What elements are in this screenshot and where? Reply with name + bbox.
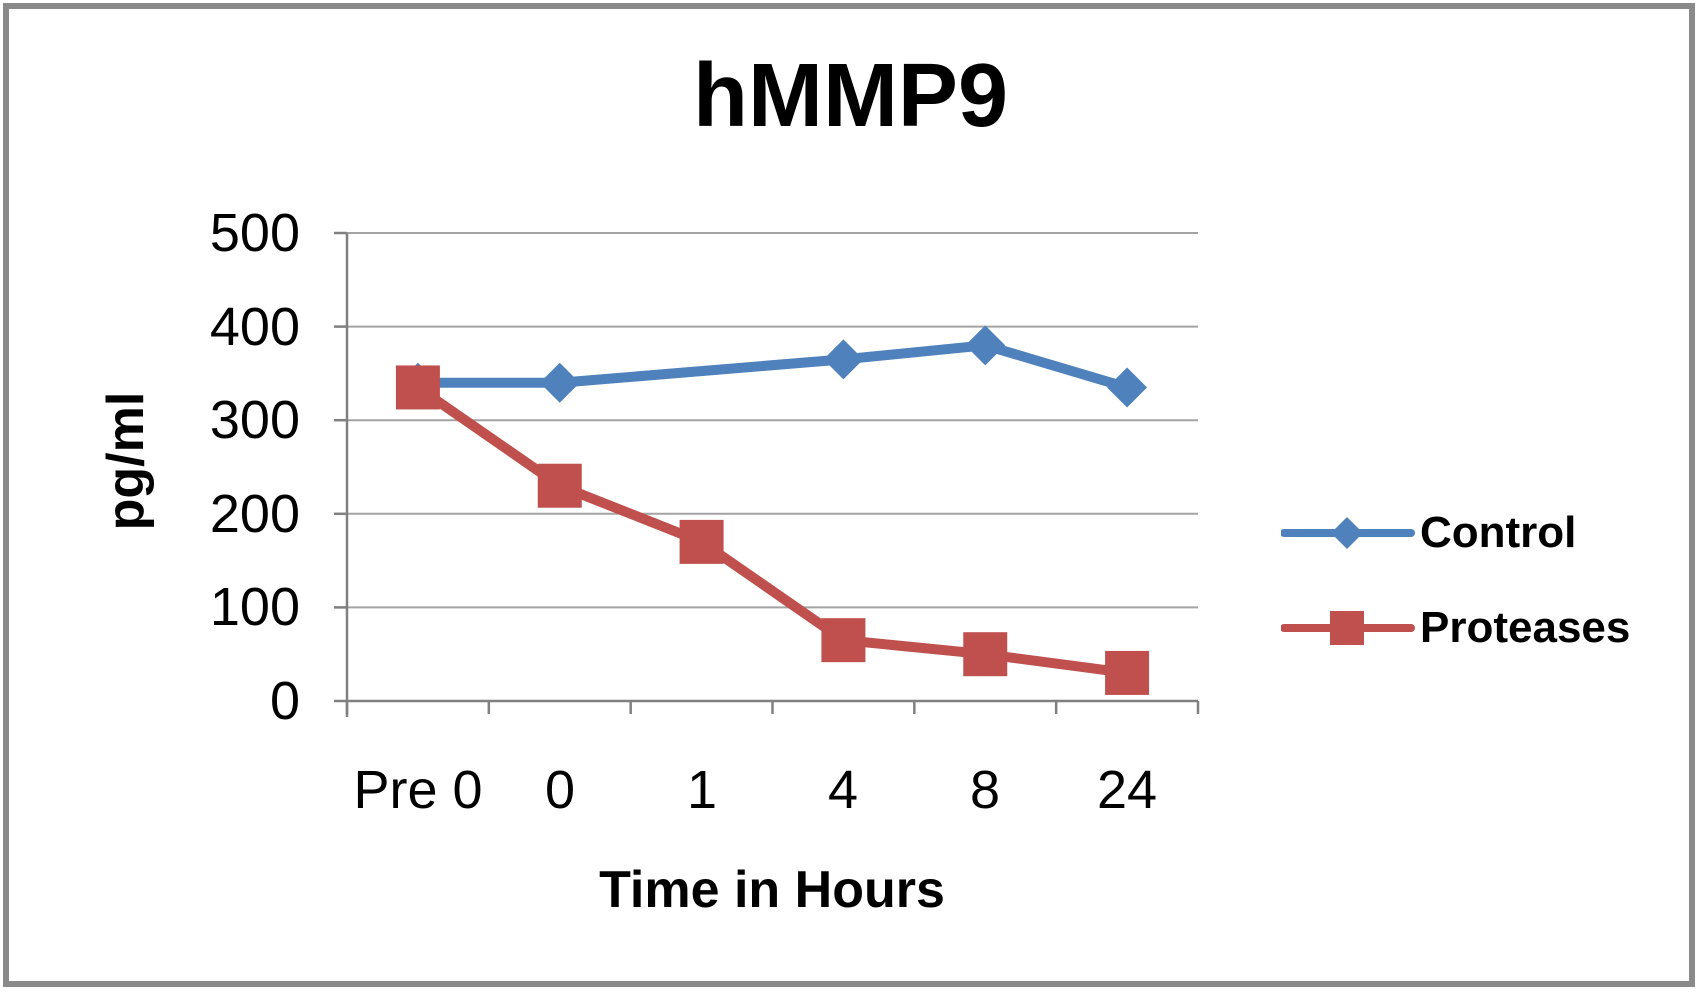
x-tick-label: 0: [544, 760, 576, 820]
y-tick-label: 200: [209, 484, 300, 544]
gridlines: [334, 231, 1198, 609]
x-tick-label: 1: [686, 760, 718, 820]
y-axis-title: pg/ml: [97, 391, 155, 531]
y-tick-label: 300: [209, 390, 300, 450]
legend-label-proteases: Proteases: [1420, 603, 1631, 652]
marker-square: [537, 463, 582, 508]
marker-diamond: [965, 325, 1006, 366]
legend-swatch-control: [1281, 517, 1415, 549]
marker-diamond: [823, 339, 864, 380]
marker-square: [679, 519, 724, 564]
legend-marker-diamond: [1331, 517, 1363, 549]
chart-frame: [3, 3, 1695, 987]
series-line-proteases: [412, 382, 1133, 678]
series-control: [397, 325, 1148, 408]
y-tick-label: 400: [209, 297, 300, 357]
y-tick-label: 500: [209, 203, 300, 263]
marker-diamond: [1107, 367, 1148, 408]
legend-swatch-proteases: [1281, 611, 1415, 645]
x-tick-label: 24: [1096, 760, 1158, 820]
marker-square: [963, 632, 1008, 677]
y-tick-label: 100: [209, 577, 300, 637]
x-tick-label: 4: [827, 760, 859, 820]
x-tick-label: Pre 0: [353, 760, 483, 820]
series-proteases: [395, 365, 1150, 695]
marker-diamond: [539, 362, 580, 403]
legend-label-control: Control: [1420, 508, 1577, 557]
y-tick-label: 0: [269, 671, 300, 731]
marker-square: [395, 365, 440, 410]
chart-title: hMMP9: [693, 46, 1008, 146]
legend-marker-square: [1330, 611, 1364, 645]
marker-square: [821, 618, 866, 663]
marker-square: [1105, 650, 1150, 695]
x-tick-label: 8: [969, 760, 1001, 820]
axes: [334, 233, 1200, 717]
series-line-control: [412, 340, 1133, 393]
x-axis-title: Time in Hours: [599, 861, 945, 919]
